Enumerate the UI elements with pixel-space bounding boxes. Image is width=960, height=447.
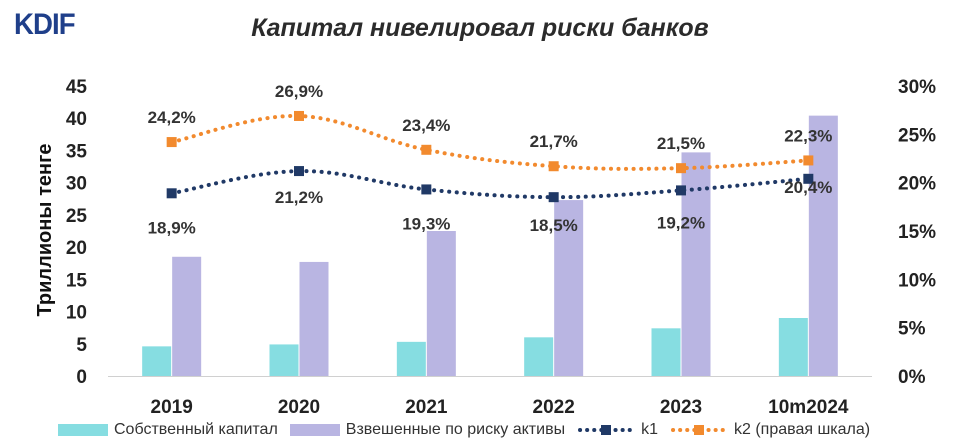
legend-swatch-equity bbox=[58, 424, 108, 436]
x-tick-label: 2019 bbox=[151, 397, 193, 418]
y-tick-label: 35 bbox=[66, 141, 88, 162]
legend-label-k1: k1 bbox=[641, 421, 658, 438]
x-tick-label: 2020 bbox=[278, 397, 320, 418]
data-label-k2: 26,9% bbox=[275, 82, 323, 101]
data-label-k1: 20,4% bbox=[784, 178, 832, 197]
marker-k2 bbox=[548, 161, 559, 172]
legend-swatch-k1 bbox=[578, 425, 636, 435]
bar-equity bbox=[142, 346, 172, 376]
legend-item-rwa: Взвешенные по риску активы bbox=[289, 421, 566, 439]
bar-rwa bbox=[808, 115, 838, 377]
y-tick-label: 45 bbox=[66, 77, 88, 98]
x-tick-label: 2023 bbox=[660, 397, 702, 418]
bar-equity bbox=[269, 344, 299, 376]
kdif-logo: KDIF bbox=[14, 8, 76, 41]
y2-tick-label: 30% bbox=[898, 77, 936, 98]
data-label-k2: 21,5% bbox=[657, 134, 705, 153]
x-tick-label: 10m2024 bbox=[768, 397, 849, 418]
bar-equity bbox=[651, 328, 681, 376]
x-tick-label: 2021 bbox=[405, 397, 448, 418]
y-tick-label: 10 bbox=[66, 303, 87, 324]
y2-tick-label: 0% bbox=[898, 367, 926, 388]
marker-k2 bbox=[676, 163, 686, 174]
y-tick-label: 15 bbox=[66, 270, 88, 291]
y-tick-label: 20 bbox=[66, 238, 87, 259]
y-tick-label: 30 bbox=[66, 174, 87, 195]
marker-k1 bbox=[421, 184, 432, 195]
x-tick-label: 2022 bbox=[533, 397, 575, 418]
marker-k1 bbox=[294, 166, 304, 177]
bar-rwa bbox=[172, 256, 202, 376]
data-label-k1: 18,5% bbox=[530, 216, 578, 235]
legend-label-k2: k2 (правая шкала) bbox=[733, 421, 871, 438]
y-tick-label: 40 bbox=[66, 109, 87, 130]
legend-item-k2: k2 (правая шкала) bbox=[670, 421, 870, 439]
data-label-k2: 22,3% bbox=[784, 126, 832, 145]
line-k1 bbox=[169, 169, 811, 200]
data-label-k1: 19,2% bbox=[657, 213, 705, 232]
legend-item-equity: Собственный капитал bbox=[58, 421, 278, 439]
y2-tick-label: 5% bbox=[898, 319, 926, 340]
y2-tick-label: 10% bbox=[898, 270, 936, 291]
legend-marker bbox=[693, 425, 704, 435]
bar-equity bbox=[778, 318, 808, 376]
y-axis-title: Триллионы тенге bbox=[34, 143, 56, 316]
marker-k2 bbox=[166, 137, 177, 148]
bar-rwa bbox=[554, 200, 584, 376]
marker-k2 bbox=[294, 110, 304, 121]
data-label-k1: 21,2% bbox=[275, 188, 323, 207]
y-tick-label: 25 bbox=[66, 206, 88, 227]
data-label-k2: 23,4% bbox=[402, 116, 450, 135]
legend-label-rwa: Взвешенные по риску активы bbox=[345, 421, 566, 438]
y-tick-label: 5 bbox=[76, 335, 87, 356]
legend-swatch-k2 bbox=[670, 425, 728, 435]
legend-label-equity: Собственный капитал bbox=[114, 421, 278, 438]
legend-item-k1: k1 bbox=[577, 421, 658, 439]
y2-tick-label: 20% bbox=[898, 174, 936, 195]
marker-k1 bbox=[166, 188, 177, 199]
bar-rwa bbox=[426, 231, 456, 376]
marker-k1 bbox=[803, 173, 814, 184]
marker-k1 bbox=[676, 185, 686, 196]
data-label-k2: 21,7% bbox=[530, 132, 578, 151]
data-label-k2: 24,2% bbox=[148, 108, 196, 127]
y-tick-label: 0 bbox=[76, 367, 87, 388]
data-label-k1: 18,9% bbox=[148, 218, 196, 237]
line-k2 bbox=[169, 113, 811, 171]
legend-swatch-rwa bbox=[289, 424, 340, 436]
legend: Собственный капитал Взвешенные по риску … bbox=[58, 419, 882, 441]
legend-marker bbox=[601, 425, 612, 435]
marker-k2 bbox=[803, 155, 814, 166]
y2-tick-label: 15% bbox=[898, 222, 936, 243]
y2-tick-label: 25% bbox=[898, 125, 936, 146]
chart-title: Капитал нивелировал риски банков bbox=[251, 14, 709, 42]
bar-equity bbox=[524, 337, 554, 376]
bar-equity bbox=[396, 341, 426, 376]
marker-k1 bbox=[548, 192, 559, 203]
data-label-k1: 19,3% bbox=[402, 214, 450, 233]
bar-rwa bbox=[299, 261, 329, 376]
marker-k2 bbox=[421, 144, 432, 155]
